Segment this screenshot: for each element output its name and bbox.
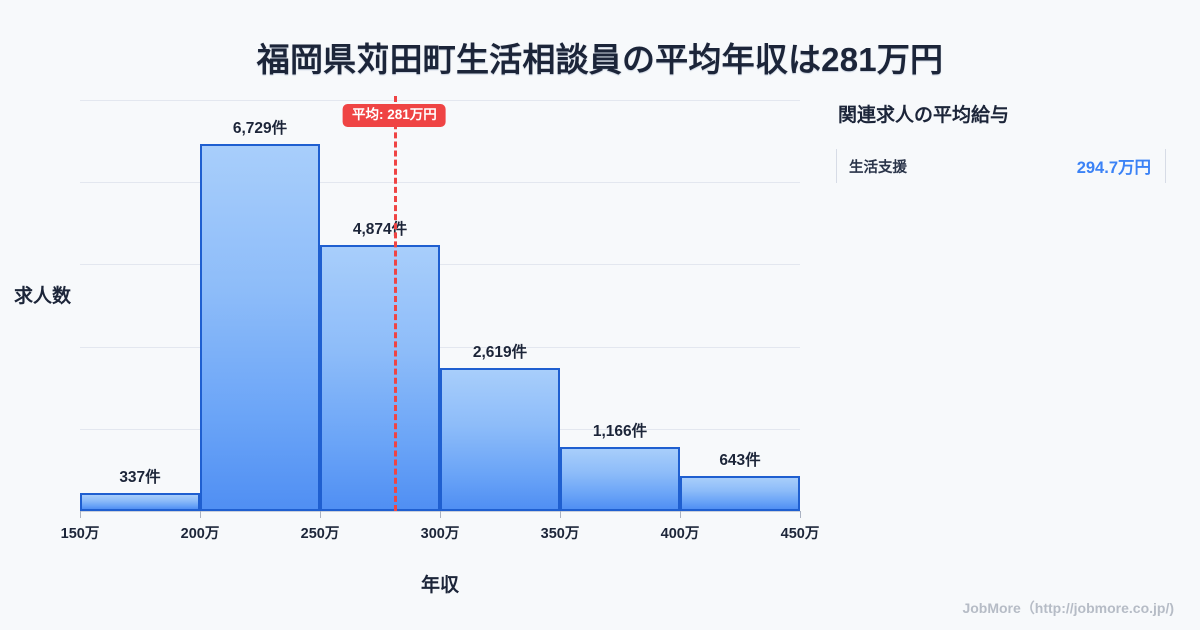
bar-series: 337件 6,729件 4,874件 2,619件 1,166件 643件 <box>80 96 800 511</box>
x-axis-tick-label: 450万 <box>780 526 820 542</box>
watermark: JobMore（http://jobmore.co.jp/) <box>962 600 1174 616</box>
bar <box>440 368 560 511</box>
bar-value-label: 4,874件 <box>352 220 408 238</box>
bar-value-label: 6,729件 <box>232 119 288 137</box>
x-axis-tick <box>560 511 561 518</box>
bar <box>680 475 800 511</box>
x-axis-tick-label: 400万 <box>660 526 700 542</box>
gridline <box>80 264 800 265</box>
x-axis-tick <box>320 511 321 518</box>
bar-value-label: 337件 <box>119 468 161 486</box>
gridline <box>80 100 800 101</box>
bar-value-label: 643件 <box>719 451 761 469</box>
average-line <box>394 96 398 511</box>
x-axis-tick <box>80 511 81 518</box>
bar <box>80 492 200 511</box>
side-panel: 関連求人の平均給与 生活支援 294.7万円 <box>836 100 1166 183</box>
x-axis-tick <box>440 511 441 518</box>
page-title: 福岡県苅田町生活相談員の平均年収は281万円 <box>256 41 944 78</box>
bar <box>200 143 320 511</box>
x-axis-tick <box>200 511 201 518</box>
bar <box>320 244 440 511</box>
y-axis-title: 求人数 <box>14 286 72 307</box>
x-axis-tick-label: 250万 <box>300 526 340 542</box>
x-axis-tick <box>800 511 801 518</box>
x-axis-tick <box>680 511 681 518</box>
average-badge: 平均: 281万円 <box>343 104 446 127</box>
side-panel-row-value: 294.7万円 <box>1076 159 1151 177</box>
side-panel-rows: 生活支援 294.7万円 <box>836 149 1166 183</box>
x-axis-tick-label: 300万 <box>420 526 460 542</box>
bar-value-label: 1,166件 <box>592 423 648 441</box>
bar <box>560 447 680 511</box>
side-panel-title: 関連求人の平均給与 <box>838 105 1010 126</box>
bar-value-label: 2,619件 <box>472 344 528 361</box>
side-panel-row: 生活支援 294.7万円 <box>836 149 1166 183</box>
x-axis-tick-label: 150万 <box>60 526 100 542</box>
x-axis-title: 年収 <box>420 575 459 596</box>
gridline <box>80 347 800 348</box>
gridline <box>80 182 800 183</box>
plot-area: 337件 6,729件 4,874件 2,619件 1,166件 643件 <box>80 96 800 511</box>
x-axis-tick-label: 200万 <box>180 526 220 542</box>
x-axis-tick-label: 350万 <box>540 526 580 542</box>
side-panel-row-label: 生活支援 <box>849 159 907 176</box>
